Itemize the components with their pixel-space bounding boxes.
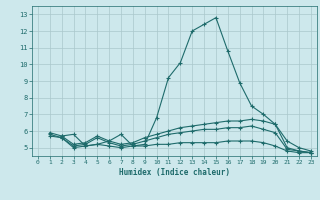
X-axis label: Humidex (Indice chaleur): Humidex (Indice chaleur)	[119, 168, 230, 177]
